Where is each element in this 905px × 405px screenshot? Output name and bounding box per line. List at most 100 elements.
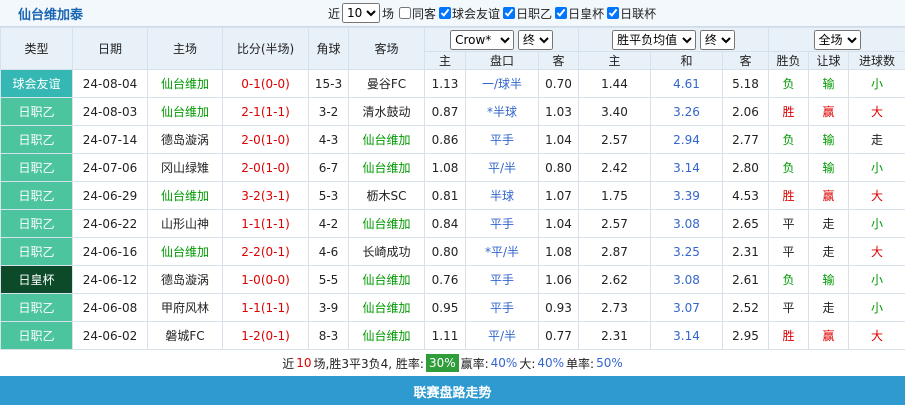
match-date: 24-08-04: [72, 69, 148, 98]
odds: 2.52: [721, 293, 770, 322]
sub-header: 客: [721, 51, 770, 70]
match-type: 球会友谊: [0, 69, 73, 98]
col-header: 主场: [147, 27, 223, 70]
odds: 2.57: [578, 125, 651, 154]
home-team: 冈山绿雉: [147, 153, 223, 182]
away-team: 仙台维加: [348, 265, 425, 294]
period-select[interactable]: 全场: [813, 29, 861, 50]
home-team: 仙台维加: [147, 181, 223, 210]
result: 赢: [808, 97, 850, 126]
match-row: 日职乙 24-06-02 磐城FC 1-2(0-1) 8-3 仙台维加 1.11 平/半 0.7…: [0, 321, 905, 350]
home-team: 磐城FC: [147, 321, 223, 350]
score: 0-1(0-0): [222, 69, 309, 98]
summary-games: 10: [296, 356, 312, 370]
home-team: 德岛漩涡: [147, 125, 223, 154]
odds: 平手: [465, 209, 539, 238]
sub-header: 主: [424, 51, 466, 70]
match-date: 24-08-03: [72, 97, 148, 126]
odds: 平手: [465, 125, 539, 154]
match-type: 日职乙: [0, 321, 73, 350]
away-team: 仙台维加: [348, 209, 425, 238]
match-date: 24-07-14: [72, 125, 148, 154]
result: 平: [768, 293, 810, 322]
odds: 0.84: [424, 209, 466, 238]
match-type: 日职乙: [0, 153, 73, 182]
col-header: 角球: [308, 27, 349, 70]
odds: 3.08: [650, 265, 723, 294]
match-row: 球会友谊 24-08-04 仙台维加 0-1(0-0) 15-3 曼谷FC 1.13 一/球半…: [0, 69, 905, 98]
filter-label: 日职乙: [516, 6, 553, 21]
filter-checkbox[interactable]: [607, 7, 620, 19]
summary-text: 近: [282, 356, 295, 371]
odds: 5.18: [721, 69, 770, 98]
win-rate: 30%: [425, 354, 459, 372]
corner: 3-9: [308, 293, 349, 322]
corner: 5-3: [308, 181, 349, 210]
sub-header: 和: [650, 51, 723, 70]
odds: 3.08: [650, 209, 723, 238]
odds: 2.42: [578, 153, 651, 182]
result: 赢: [808, 181, 850, 210]
odds: *半球: [465, 97, 539, 126]
euro-header: 胜平负均值 终: [577, 27, 770, 52]
match-date: 24-06-16: [72, 237, 148, 266]
corner: 6-7: [308, 153, 349, 182]
asian-mode-select[interactable]: 终: [517, 29, 553, 50]
summary-text: 场,胜3平3负4, 胜率:: [313, 356, 424, 371]
result: 负: [768, 265, 810, 294]
result: 小: [848, 69, 905, 98]
corner: 15-3: [308, 69, 349, 98]
odds: 2.65: [721, 209, 770, 238]
corner: 3-2: [308, 97, 349, 126]
result: 输: [808, 153, 850, 182]
result: 胜: [768, 181, 810, 210]
odds: 2.31: [578, 321, 651, 350]
home-team: 仙台维加: [147, 97, 223, 126]
match-date: 24-06-02: [72, 321, 148, 350]
result: 大: [848, 181, 905, 210]
result: 小: [848, 209, 905, 238]
team-title: 仙台维加泰: [18, 7, 84, 23]
col-header: 日期: [72, 27, 148, 70]
corner: 4-3: [308, 125, 349, 154]
odds: 2.73: [578, 293, 651, 322]
summary-text: 单率:: [566, 356, 595, 371]
euro-mode-select[interactable]: 终: [699, 29, 735, 50]
odds: 1.75: [578, 181, 651, 210]
col-header: 客场: [348, 27, 425, 70]
match-type: 日职乙: [0, 181, 73, 210]
result: 胜: [768, 321, 810, 350]
match-row: 日皇杯 24-06-12 德岛漩涡 1-0(0-0) 5-5 仙台维加 0.76 平手 1.06…: [0, 265, 905, 294]
odds: 3.39: [650, 181, 723, 210]
odds: 2.77: [721, 125, 770, 154]
filter-label: 球会友谊: [452, 6, 501, 21]
checkbox-group: 同客 球会友谊 日职乙 日皇杯 日联杯: [396, 5, 656, 22]
company-select[interactable]: Crow*: [450, 29, 515, 50]
odds: 2.95: [721, 321, 770, 350]
match-date: 24-06-12: [72, 265, 148, 294]
odds: 1.03: [538, 97, 579, 126]
result: 平: [768, 237, 810, 266]
corner: 4-6: [308, 237, 349, 266]
home-team: 甲府风林: [147, 293, 223, 322]
sub-header-row: 主盘口客主和客胜负 让球 进球数: [1, 51, 905, 70]
footer-button[interactable]: 联赛盘路走势: [0, 376, 905, 405]
odds: 1.13: [424, 69, 466, 98]
filter-checkbox[interactable]: [439, 7, 452, 19]
filter-checkbox[interactable]: [503, 7, 516, 19]
euro-select[interactable]: 胜平负均值: [612, 29, 697, 50]
match-date: 24-06-29: [72, 181, 148, 210]
result: 赢: [808, 321, 850, 350]
unit-label: 场: [382, 6, 395, 21]
odds: 1.07: [538, 181, 579, 210]
filter-checkbox[interactable]: [555, 7, 568, 19]
corner: 8-3: [308, 321, 349, 350]
odds: 0.86: [424, 125, 466, 154]
filter-checkbox[interactable]: [399, 7, 412, 19]
count-select[interactable]: 10: [342, 3, 381, 23]
summary: 近 10 场,胜3平3负4, 胜率: 30% 赢率: 40% 大: 40% 单率: 50%: [0, 350, 905, 376]
result: 负: [768, 125, 810, 154]
corner: 5-5: [308, 265, 349, 294]
odds: 0.93: [538, 293, 579, 322]
odds: 0.77: [538, 321, 579, 350]
